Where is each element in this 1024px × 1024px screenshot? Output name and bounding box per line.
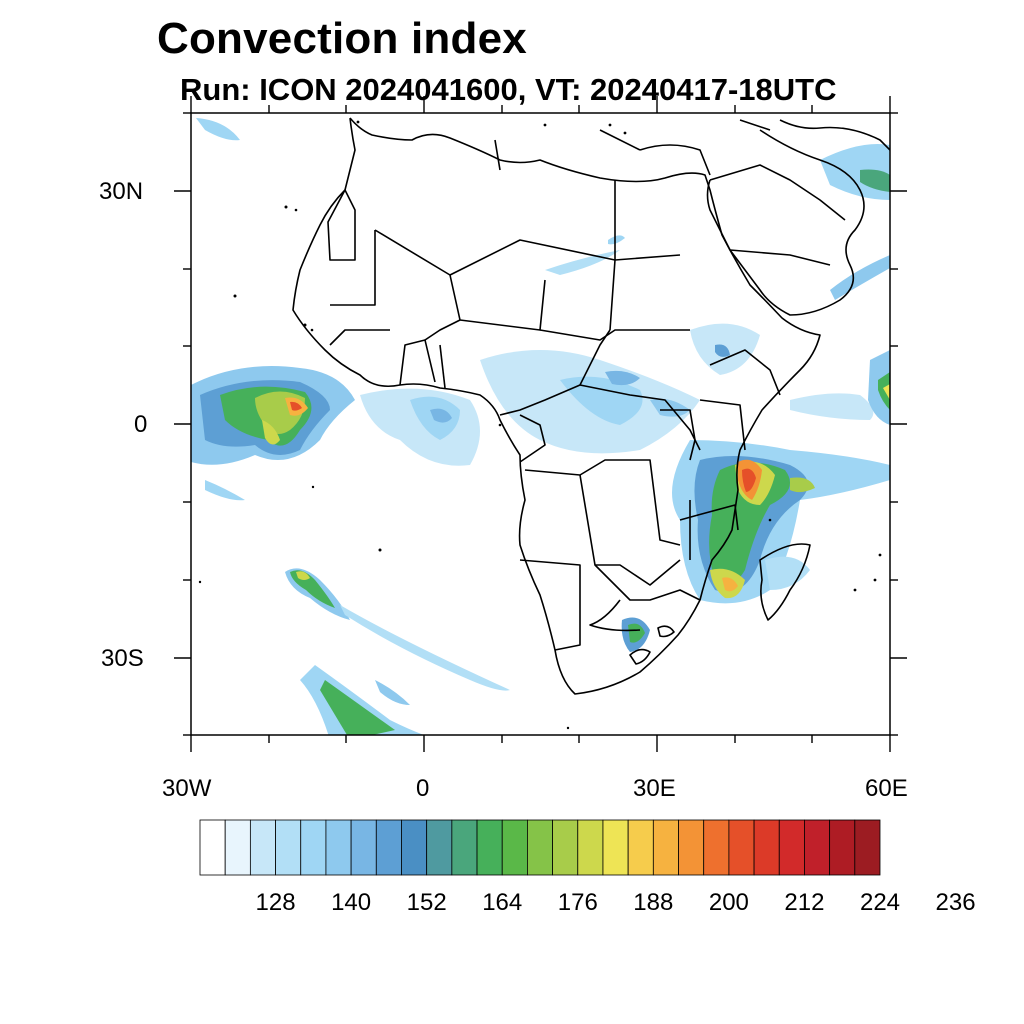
colorbar-swatch [804,819,831,876]
colorbar-swatch [451,819,478,876]
colorbar-swatch [678,819,705,876]
islands [198,120,882,730]
colorbar-swatch [249,819,276,876]
colorbar-swatch [778,819,805,876]
colorbar-swatch [753,819,780,876]
colorbar-swatch [300,819,327,876]
colorbar-label: 188 [633,889,674,916]
colorbar-label: 152 [406,889,447,916]
colorbar-swatch [552,819,579,876]
chart-title: Convection index [157,14,527,63]
colorbar-swatch [401,819,428,876]
colorbar-swatch [829,819,856,876]
colorbar-label: 140 [331,889,372,916]
convection-shading [191,118,890,735]
x-tick-label: 0 [416,775,430,802]
chart-subtitle: Run: ICON 2024041600, VT: 20240417-18UTC [180,72,837,107]
colorbar-swatch [703,819,730,876]
colorbar-swatch [275,819,302,876]
colorbar-swatch [476,819,503,876]
colorbar-swatch [627,819,654,876]
y-tick-label: 0 [134,411,148,438]
colorbar-swatch [854,819,881,876]
colorbar-swatch [501,819,528,876]
tick-marks [174,96,907,752]
colorbar-label: 164 [482,889,523,916]
colorbar-swatch [652,819,679,876]
colorbar-swatch [577,819,604,876]
colorbar-swatch [375,819,402,876]
x-tick-label: 30E [633,775,676,802]
colorbar-swatch [224,819,251,876]
y-tick-label: 30S [101,645,144,672]
colorbar-label: 200 [708,889,749,916]
colorbar-label: 224 [859,889,901,916]
colorbar-label: 212 [784,889,825,916]
colorbar-label: 236 [935,889,976,916]
x-tick-label: 60E [865,775,908,802]
colorbar-label: 176 [557,889,598,916]
colorbar-swatch [325,819,352,876]
colorbar [199,819,881,876]
colorbar-swatch [426,819,453,876]
x-tick-label: 30W [162,775,212,802]
colorbar-swatch [199,819,226,876]
colorbar-swatch [602,819,629,876]
colorbar-swatch [527,819,553,876]
colorbar-swatch [728,819,755,876]
colorbar-label: 128 [255,889,296,916]
coastlines-borders [292,117,890,695]
colorbar-swatch [350,819,377,876]
y-tick-label: 30N [99,178,144,205]
